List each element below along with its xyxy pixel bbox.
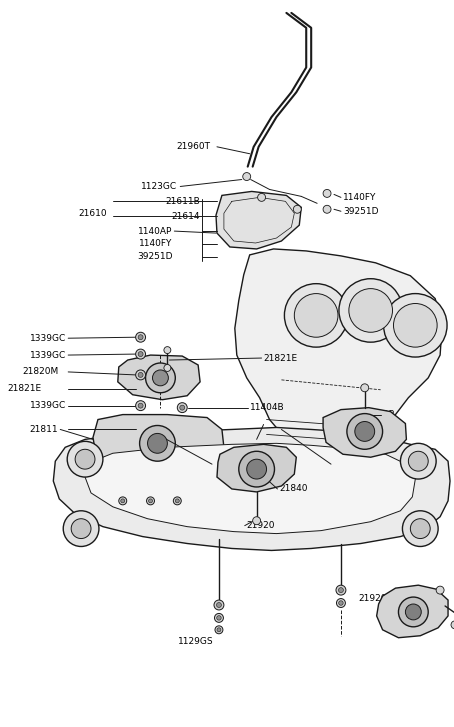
Circle shape <box>164 364 171 371</box>
Circle shape <box>121 499 125 503</box>
Text: 1339GC: 1339GC <box>30 334 66 342</box>
Circle shape <box>217 616 221 620</box>
Text: 1129GS: 1129GS <box>178 637 214 646</box>
Polygon shape <box>93 414 224 469</box>
Text: 21840: 21840 <box>280 484 308 494</box>
Circle shape <box>180 405 185 410</box>
Circle shape <box>339 587 343 593</box>
Circle shape <box>399 597 428 627</box>
Circle shape <box>214 614 223 622</box>
Text: 1140FY: 1140FY <box>139 239 173 249</box>
Circle shape <box>349 289 393 332</box>
Circle shape <box>339 278 402 342</box>
Circle shape <box>294 294 338 337</box>
Text: 21920: 21920 <box>247 521 275 530</box>
Polygon shape <box>217 444 296 492</box>
Circle shape <box>148 499 153 503</box>
Text: 1140FY: 1140FY <box>343 193 376 202</box>
Circle shape <box>361 384 369 392</box>
Circle shape <box>136 332 146 342</box>
Circle shape <box>451 621 454 629</box>
Text: 1140AP: 1140AP <box>138 227 173 236</box>
Circle shape <box>323 190 331 197</box>
Circle shape <box>436 586 444 594</box>
Circle shape <box>214 600 224 610</box>
Circle shape <box>410 518 430 539</box>
Circle shape <box>217 628 221 632</box>
Circle shape <box>284 284 348 347</box>
Circle shape <box>336 585 346 595</box>
Polygon shape <box>323 408 406 457</box>
Circle shape <box>139 425 175 461</box>
Circle shape <box>75 449 95 469</box>
Text: 21960T: 21960T <box>176 142 210 151</box>
Circle shape <box>243 172 251 180</box>
Text: 21821E: 21821E <box>7 385 41 393</box>
Circle shape <box>175 499 179 503</box>
Circle shape <box>173 497 181 505</box>
Text: 21930R: 21930R <box>361 410 395 419</box>
Circle shape <box>400 443 436 479</box>
Text: 1339GC: 1339GC <box>30 350 66 360</box>
Circle shape <box>138 334 143 340</box>
Circle shape <box>67 441 103 477</box>
Text: 21830: 21830 <box>385 619 414 627</box>
Circle shape <box>257 193 266 201</box>
Circle shape <box>402 511 438 547</box>
Circle shape <box>217 603 222 608</box>
Circle shape <box>164 347 171 353</box>
Text: 1339GC: 1339GC <box>30 401 66 410</box>
Text: 21920: 21920 <box>359 593 387 603</box>
Circle shape <box>136 349 146 359</box>
Circle shape <box>394 303 437 347</box>
Circle shape <box>323 205 331 213</box>
Text: 21611B: 21611B <box>165 197 200 206</box>
Circle shape <box>384 294 447 357</box>
Circle shape <box>63 511 99 547</box>
Polygon shape <box>118 355 200 400</box>
Polygon shape <box>216 191 301 249</box>
Text: 21610: 21610 <box>78 209 107 218</box>
Circle shape <box>146 363 175 393</box>
Circle shape <box>405 604 421 620</box>
Polygon shape <box>85 443 415 534</box>
Circle shape <box>253 517 261 525</box>
Text: 21811: 21811 <box>30 425 58 434</box>
Circle shape <box>293 205 301 213</box>
Circle shape <box>71 518 91 539</box>
Circle shape <box>247 459 266 479</box>
Circle shape <box>339 601 343 606</box>
Circle shape <box>138 372 143 377</box>
Circle shape <box>153 370 168 386</box>
Circle shape <box>119 497 127 505</box>
Circle shape <box>336 598 345 608</box>
Circle shape <box>355 422 375 441</box>
Text: 39251D: 39251D <box>137 252 173 262</box>
Circle shape <box>138 403 143 408</box>
Circle shape <box>178 403 187 413</box>
Circle shape <box>138 352 143 356</box>
Circle shape <box>148 433 168 453</box>
Text: 1123GC: 1123GC <box>141 182 178 191</box>
Circle shape <box>409 451 428 471</box>
Circle shape <box>215 626 223 634</box>
Text: 21614: 21614 <box>172 212 200 221</box>
Polygon shape <box>53 427 450 550</box>
Circle shape <box>136 401 146 411</box>
Text: 21821E: 21821E <box>264 353 298 363</box>
Circle shape <box>347 414 383 449</box>
Text: 11404B: 11404B <box>250 403 284 412</box>
Circle shape <box>136 370 146 380</box>
Circle shape <box>147 497 154 505</box>
Text: 39251D: 39251D <box>343 206 379 216</box>
Polygon shape <box>235 249 442 467</box>
Circle shape <box>239 451 275 487</box>
Text: 21820M: 21820M <box>22 367 58 377</box>
Polygon shape <box>377 585 448 638</box>
